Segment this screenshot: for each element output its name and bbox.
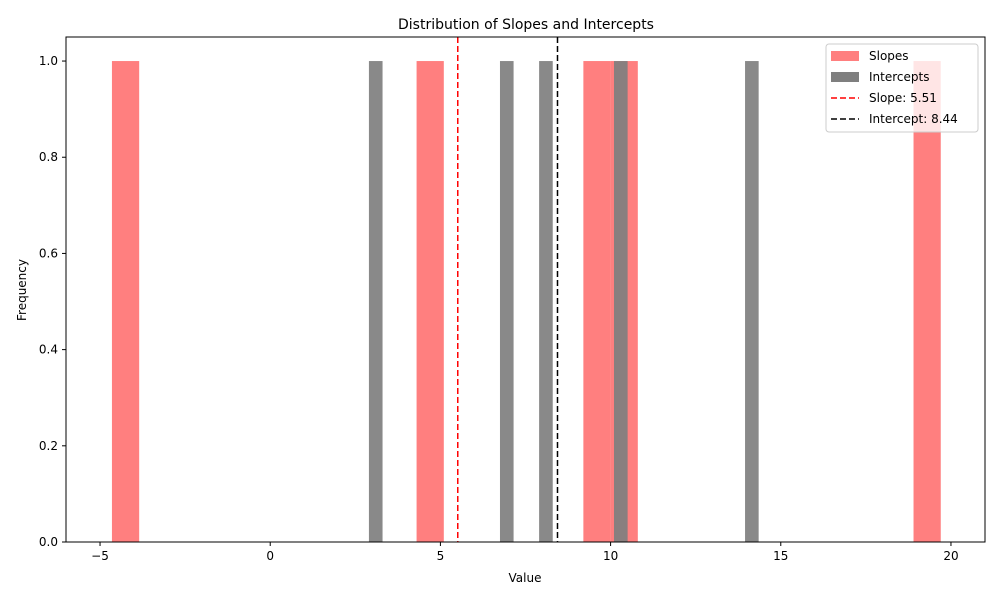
slopes-bar-2 <box>583 61 611 543</box>
plot-frame <box>65 36 986 543</box>
y-tick-label: 0.6 <box>39 246 58 260</box>
x-tick-label: −5 <box>91 549 109 563</box>
y-axis: 0.0 0.2 0.4 0.6 0.8 1.0 <box>39 54 66 549</box>
x-tick-label: 15 <box>773 549 788 563</box>
plot-area <box>111 37 941 543</box>
legend-label: Intercept: 8.44 <box>869 112 958 126</box>
legend-swatch <box>831 51 859 61</box>
slopes-bar-0 <box>111 61 140 543</box>
x-tick-label: 5 <box>437 549 445 563</box>
x-tick-label: 10 <box>603 549 618 563</box>
x-tick-label: 20 <box>943 549 958 563</box>
legend-label: Slope: 5.51 <box>869 91 937 105</box>
legend-label: Slopes <box>869 49 909 63</box>
chart-title: Distribution of Slopes and Intercepts <box>398 17 654 33</box>
slopes-bar-1 <box>416 61 444 543</box>
y-tick-label: 0.8 <box>39 150 58 164</box>
slopes-bar-4 <box>913 61 941 543</box>
y-axis-title: Frequency <box>15 259 29 321</box>
intercepts-bar-2 <box>539 61 553 543</box>
intercepts-bar-4 <box>745 61 759 543</box>
legend: Slopes Intercepts Slope: 5.51 Intercept: 8.… <box>825 43 979 133</box>
y-tick-label: 0.4 <box>39 343 58 357</box>
x-tick-label: 0 <box>266 549 274 563</box>
y-tick-label: 0.2 <box>39 439 58 453</box>
legend-box <box>825 43 979 133</box>
intercepts-bar-0 <box>368 61 383 543</box>
y-tick-label: 1.0 <box>39 54 58 68</box>
legend-swatch <box>831 72 859 82</box>
x-axis-title: Value <box>509 571 542 585</box>
y-tick-label: 0.0 <box>39 535 58 549</box>
intercepts-bar-3 <box>613 61 628 543</box>
x-axis: −5 0 5 10 15 20 <box>91 542 959 563</box>
intercepts-bar-1 <box>499 61 514 543</box>
legend-label: Intercepts <box>869 70 929 84</box>
